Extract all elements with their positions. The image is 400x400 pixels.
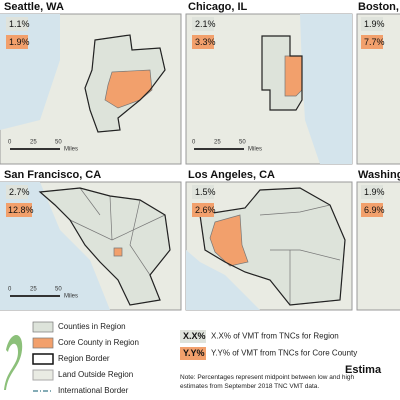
panel-title: San Francisco, CA (4, 169, 101, 181)
region-box (192, 185, 214, 199)
core-box (192, 203, 214, 217)
scale-label: 50 (239, 140, 246, 146)
core-box (6, 203, 32, 217)
key-box (180, 330, 206, 343)
panel-frame (356, 181, 400, 311)
core-pct: 12.8% (8, 205, 34, 215)
county-line (259, 204, 341, 305)
panel: Seattle, WA 1.1% 1.9% 0 25 50 Miles (0, 1, 182, 165)
region-box (361, 17, 383, 31)
cut-off-title: Estima (345, 364, 382, 376)
legend-swatch (32, 321, 54, 333)
legend-label: Counties in Region (58, 322, 126, 331)
scale-label: 0 (8, 287, 12, 293)
water (186, 250, 260, 310)
region-border (199, 187, 346, 306)
panel: Chicago, IL 2.1% 3.3% 0 25 50 Miles (185, 1, 353, 165)
scale-bar (10, 295, 60, 297)
key-box (180, 347, 206, 360)
panel-title: Washing (358, 169, 400, 181)
core-pct: 3.3% (195, 37, 216, 47)
scale-label: 25 (30, 140, 37, 146)
legend-swatch (32, 353, 54, 365)
key-sample: Y.Y% (183, 348, 205, 358)
core-box (361, 203, 383, 217)
region-pct: 2.1% (195, 19, 216, 29)
legend-swatch (32, 369, 54, 381)
core-county (113, 247, 123, 257)
region-box (6, 185, 28, 199)
panel: Washing 1.9% 6.9% (356, 169, 400, 311)
logo (4, 335, 23, 390)
county-line (69, 187, 166, 276)
core-box (361, 35, 383, 49)
panel-title: Los Angeles, CA (188, 169, 275, 181)
region-box (6, 17, 28, 31)
panel: Los Angeles, CA 1.5% 2.6% (185, 169, 353, 311)
core-pct: 1.9% (9, 37, 30, 47)
panel-title: Seattle, WA (4, 1, 64, 13)
region-pct: 1.9% (364, 19, 385, 29)
region-pct: 1.9% (364, 187, 385, 197)
panel-title: Boston, M (358, 1, 400, 13)
region-pct: 2.7% (9, 187, 30, 197)
region-border (261, 35, 303, 111)
core-box (192, 35, 214, 49)
legend-label: Land Outside Region (58, 370, 133, 379)
panel: Boston, M 1.9% 7.7% (356, 1, 400, 165)
core-pct: 2.6% (195, 205, 216, 215)
scale-label: 0 (192, 140, 196, 146)
note: Note: Percentages represent midpoint bet… (180, 374, 355, 390)
scale-bar (10, 148, 60, 150)
scale-label: 50 (55, 287, 62, 293)
core-county (209, 214, 249, 267)
scale-label: 25 (30, 287, 37, 293)
key-label: Y.Y% of VMT from TNCs for Core County (211, 349, 357, 358)
legend-label: International Border (58, 386, 129, 395)
region-pct: 1.1% (9, 19, 30, 29)
legend-label: Region Border (58, 354, 110, 363)
scale-label: Miles (64, 147, 78, 153)
scale-label: Miles (248, 147, 262, 153)
region-border (84, 34, 166, 133)
legend: Counties in Region Core County in Region… (32, 321, 139, 395)
legend-label: Core County in Region (58, 338, 139, 347)
key-label: X.X% of VMT from TNCs for Region (211, 332, 339, 341)
region-box (361, 185, 383, 199)
legend-swatch (32, 337, 54, 349)
panel: San Francisco, CA 2.7% 12.8% 0 25 50 Mil… (0, 169, 182, 311)
scale-label: 25 (214, 140, 221, 146)
region-border (38, 187, 171, 306)
core-pct: 6.9% (364, 205, 385, 215)
panel-title: Chicago, IL (188, 1, 248, 13)
key: X.X% X.X% of VMT from TNCs for Region Y.… (180, 330, 357, 360)
region-box (192, 17, 214, 31)
scale-label: 0 (8, 140, 12, 146)
core-pct: 7.7% (364, 37, 385, 47)
core-county (284, 55, 303, 97)
water (300, 14, 352, 164)
region-pct: 1.5% (195, 187, 216, 197)
core-box (6, 35, 28, 49)
key-sample: X.X% (183, 331, 206, 341)
scale-label: 50 (55, 140, 62, 146)
core-county (104, 69, 153, 109)
scale-label: Miles (64, 294, 78, 300)
scale-bar (194, 148, 244, 150)
